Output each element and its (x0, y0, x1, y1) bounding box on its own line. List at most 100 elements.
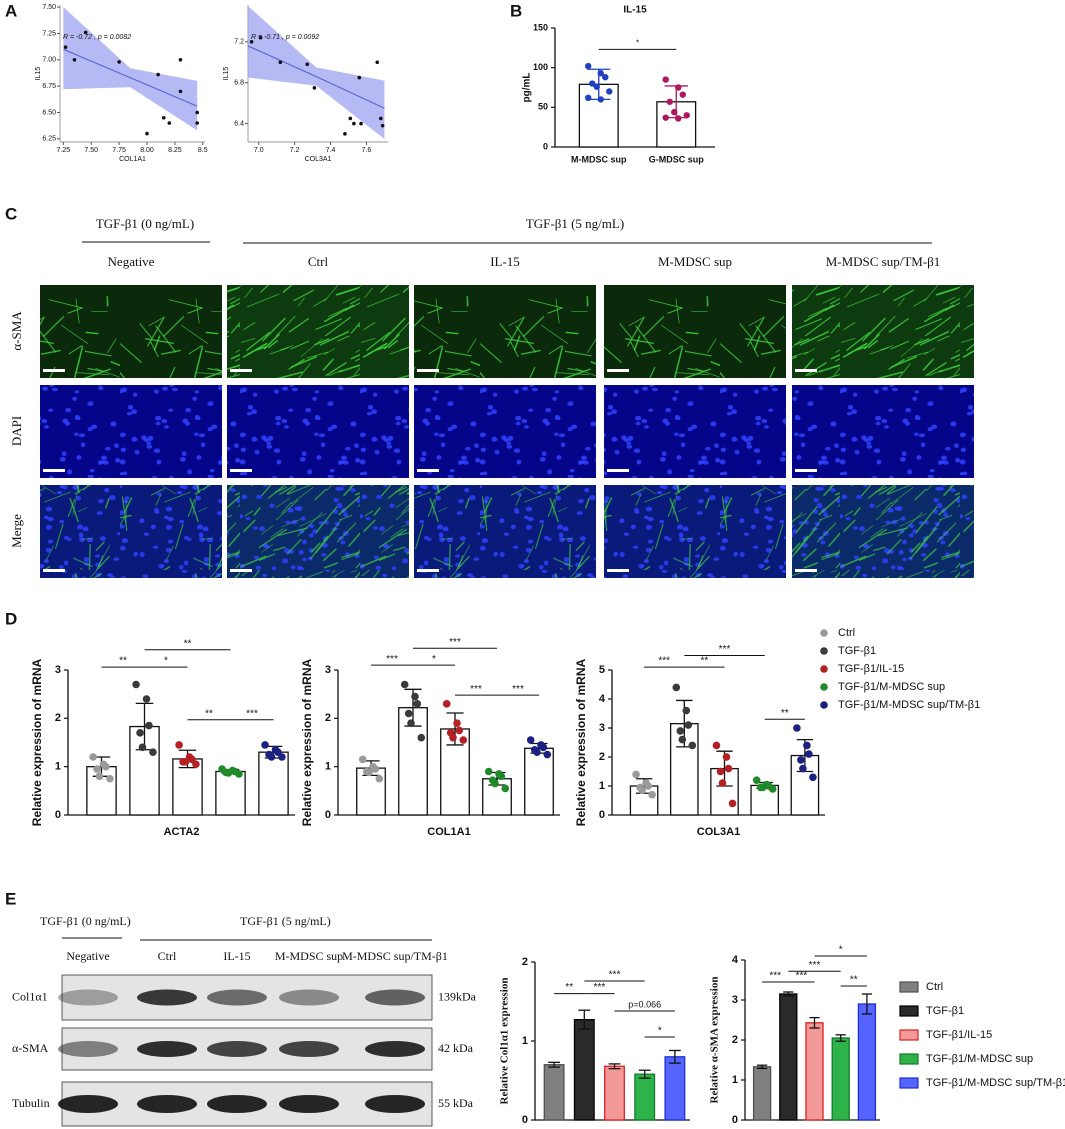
micrograph (604, 385, 786, 478)
scale-bar (607, 569, 629, 572)
legend-label: TGF-β1/M-MDSC sup/TM-β1 (926, 1077, 1065, 1089)
condition-header: TGF-β1 (0 ng/mL) (40, 914, 131, 928)
bar (805, 1022, 824, 1121)
blot-band (58, 1095, 118, 1113)
row-label: Merge (9, 514, 24, 548)
data-point (497, 772, 506, 781)
lane-label: Negative (66, 949, 109, 963)
data-point (679, 91, 686, 98)
fit-line (63, 48, 198, 107)
data-point (543, 750, 552, 759)
point (343, 132, 347, 136)
bar (524, 747, 554, 816)
data-point (102, 762, 110, 771)
bar (258, 751, 289, 816)
bar (831, 1037, 850, 1121)
data-point (722, 753, 731, 761)
micrograph (792, 385, 974, 478)
data-point (132, 680, 140, 689)
data-point (597, 96, 604, 103)
point (83, 30, 88, 35)
data-point (442, 700, 451, 708)
data-point (602, 73, 609, 81)
panel-label: C (5, 204, 17, 223)
significance-label: *** (796, 971, 808, 982)
band-size: 55 kDa (438, 1096, 474, 1110)
bar (857, 1003, 877, 1121)
data-point (606, 88, 613, 95)
y-tick-label: 7.25 (42, 30, 56, 37)
data-point (593, 83, 600, 90)
column-label: M-MDSC sup/TM-β1 (826, 254, 941, 269)
data-point (585, 94, 592, 102)
data-point (89, 753, 97, 761)
x-tick-label: 7.50 (84, 147, 98, 154)
y-tick-label: 0 (599, 809, 605, 821)
panel-label: E (5, 889, 16, 908)
significance-label: * (839, 945, 843, 956)
data-point (797, 756, 805, 764)
significance-label: ** (565, 982, 573, 993)
y-tick-label: 7.00 (42, 57, 56, 64)
x-axis-label: COL3A1 (697, 826, 740, 838)
data-point (95, 772, 104, 781)
y-tick-label: 2 (599, 751, 605, 763)
x-tick-label: 8.5 (198, 147, 208, 154)
band-label: α-SMA (12, 1041, 49, 1055)
data-point (181, 758, 190, 766)
legend-marker (899, 1053, 919, 1065)
y-tick-label: 1 (55, 761, 61, 773)
blot-band (207, 989, 267, 1006)
point (195, 121, 199, 125)
significance-label: *** (809, 960, 821, 971)
significance-label: *** (470, 684, 482, 695)
fit-line (247, 45, 385, 109)
y-axis-label: Relative α-SMA expression (709, 977, 721, 1104)
point (375, 60, 380, 65)
data-point (417, 733, 426, 742)
data-point (666, 98, 673, 105)
annotation: R = -0.71 , p = 0.0092 (251, 34, 319, 41)
y-tick-label: 3 (599, 722, 605, 734)
y-tick-label: 7.2 (234, 39, 244, 46)
column-label: Ctrl (308, 254, 329, 269)
legend-label: TGF-β1/M-MDSC sup/TM-β1 (838, 699, 980, 711)
x-tick-label: G-MDSC sup (649, 154, 705, 164)
micrograph (792, 485, 974, 578)
legend-label: TGF-β1/IL-15 (838, 663, 904, 675)
y-tick-label: 0 (55, 809, 61, 821)
scale-bar (607, 369, 629, 372)
y-tick-label: 3 (55, 664, 61, 676)
significance-label: * (636, 39, 639, 48)
column-label: M-MDSC sup (658, 254, 732, 269)
y-axis-label: Relative Col1α1 expression (499, 978, 511, 1105)
point (117, 60, 121, 64)
scale-bar (230, 469, 252, 472)
data-point (267, 753, 276, 761)
bar (215, 770, 246, 816)
data-point (407, 719, 415, 727)
y-tick-label: 1 (522, 1035, 528, 1047)
blot-band (279, 1095, 339, 1113)
bar (752, 1066, 772, 1121)
y-tick-label: 1 (599, 780, 605, 792)
legend-marker (820, 701, 828, 709)
data-point (676, 727, 685, 735)
y-tick-label: 2 (55, 712, 61, 724)
micrograph (40, 285, 222, 378)
data-point (453, 719, 461, 727)
data-point (724, 764, 733, 773)
y-axis-label: Relative expression of mRNA (30, 658, 44, 826)
annotation: R = -0.72 , p = 0.0082 (63, 34, 131, 41)
data-point (138, 743, 147, 752)
micrograph (227, 285, 409, 378)
y-axis-label: IL15 (35, 67, 42, 81)
y-axis-label: pg/mL (522, 73, 533, 103)
data-point (805, 750, 813, 758)
blot-band (137, 1041, 197, 1057)
micrograph (227, 385, 409, 478)
legend-marker (820, 683, 828, 691)
x-tick-label: 7.6 (362, 147, 372, 154)
scale-bar (417, 369, 439, 372)
scale-bar (417, 469, 439, 472)
